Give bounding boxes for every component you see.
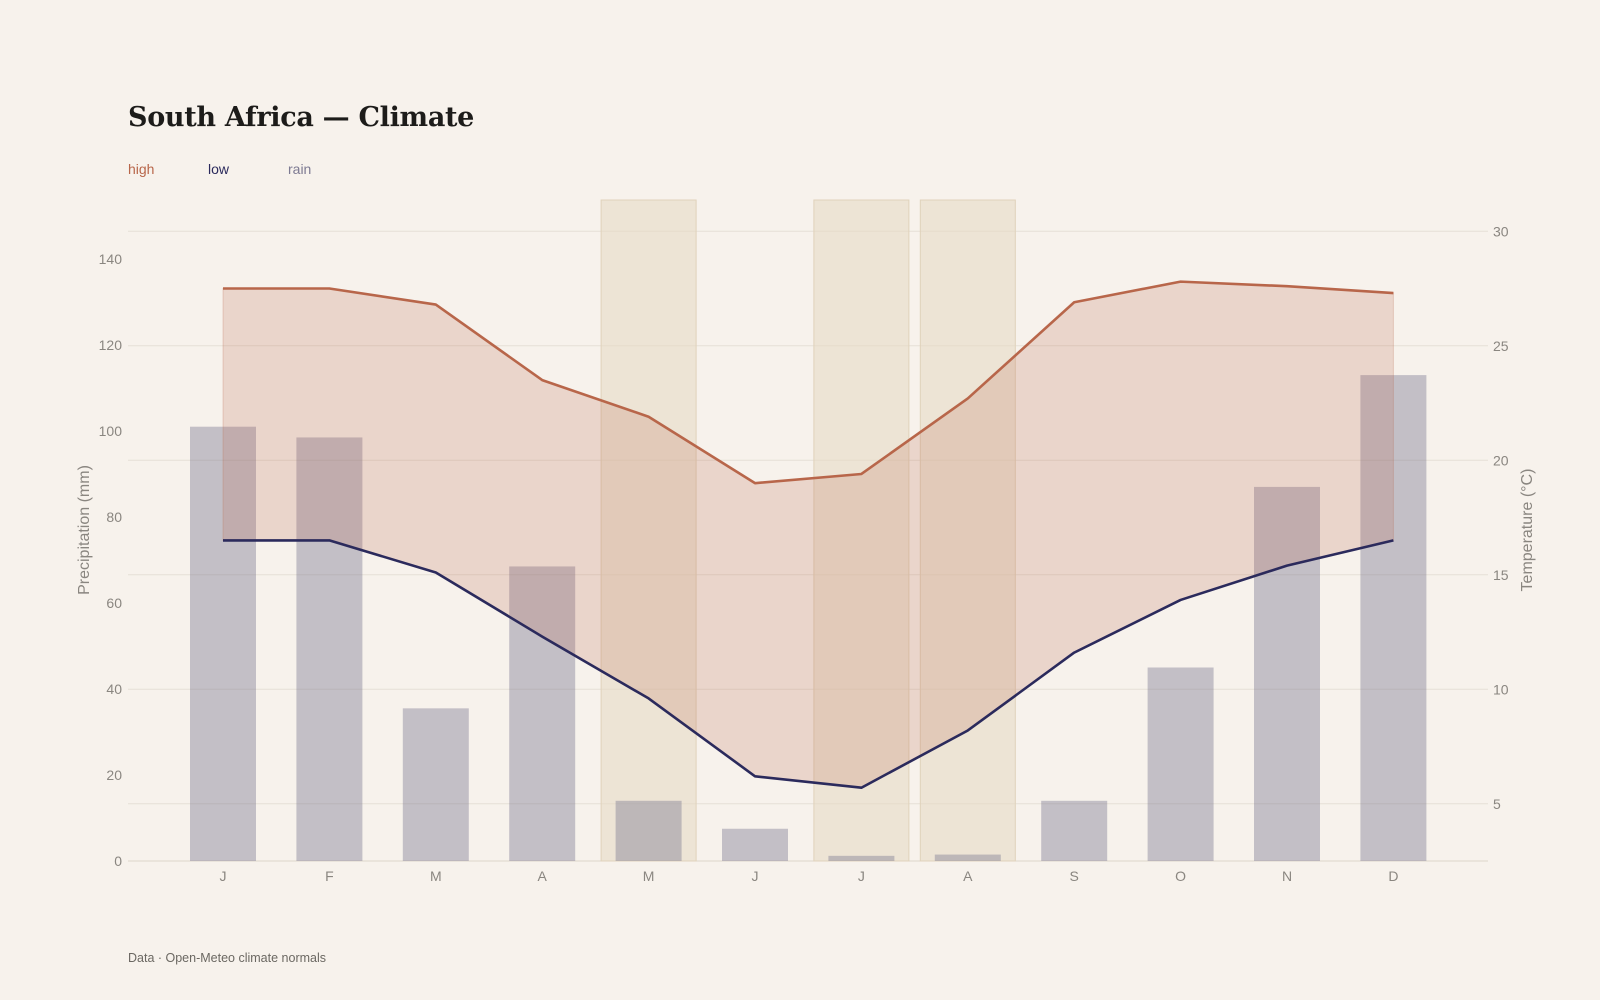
highlight-column (600, 199, 697, 862)
y-right-tick-label: 20 (1493, 452, 1509, 468)
chart-title: South Africa — Climate (128, 102, 475, 133)
y-left-tick-label: 140 (99, 251, 123, 267)
x-tick-label: N (1282, 868, 1292, 884)
x-tick-label: O (1175, 868, 1186, 884)
y-right-tick-label: 30 (1493, 223, 1509, 239)
x-tick-label: D (1388, 868, 1398, 884)
y-right-axis-title: Temperature (°C) (1519, 469, 1536, 592)
rain-bar (828, 855, 895, 861)
rain-bar (296, 437, 363, 861)
y-left-tick-label: 20 (106, 767, 122, 783)
x-tick-label: J (220, 868, 227, 884)
rain-bar (722, 828, 788, 861)
x-tick-label: J (858, 868, 865, 884)
x-tick-label: M (643, 868, 655, 884)
rain-bar (615, 800, 682, 861)
rain-bar (1041, 800, 1108, 861)
y-left-tick-label: 40 (106, 681, 122, 697)
rain-bar (509, 566, 576, 861)
x-tick-label: J (752, 868, 759, 884)
rain-bar (934, 854, 1001, 861)
y-left-tick-label: 80 (106, 509, 122, 525)
y-right-tick-label: 5 (1493, 796, 1501, 812)
x-tick-label: F (325, 868, 334, 884)
y-left-tick-label: 60 (106, 595, 122, 611)
x-tick-label: A (963, 868, 973, 884)
legend-low: low (208, 161, 230, 177)
rain-bar (402, 708, 469, 861)
y-left-axis-title: Precipitation (mm) (76, 465, 93, 595)
rain-bar (1147, 667, 1214, 861)
x-tick-label: S (1070, 868, 1079, 884)
y-left-tick-label: 120 (99, 337, 123, 353)
legend-high: high (128, 161, 155, 177)
y-right-tick-label: 25 (1493, 338, 1509, 354)
rain-bar (190, 426, 256, 861)
high-temp-line (223, 280, 1394, 485)
y-left-tick-label: 0 (114, 853, 122, 869)
rain-bar (1254, 486, 1320, 861)
footer-source: Data · Open-Meteo climate normals (128, 951, 326, 965)
temperature-band (222, 281, 1394, 789)
y-right-tick-label: 10 (1493, 681, 1509, 697)
y-right-tick-label: 15 (1493, 567, 1509, 583)
low-temp-line (223, 539, 1394, 790)
highlight-column (813, 199, 910, 862)
rain-bar (1360, 375, 1427, 861)
highlight-column (919, 199, 1016, 862)
x-tick-label: A (538, 868, 548, 884)
x-tick-label: M (430, 868, 442, 884)
y-left-tick-label: 100 (99, 423, 123, 439)
legend-rain: rain (288, 161, 312, 177)
